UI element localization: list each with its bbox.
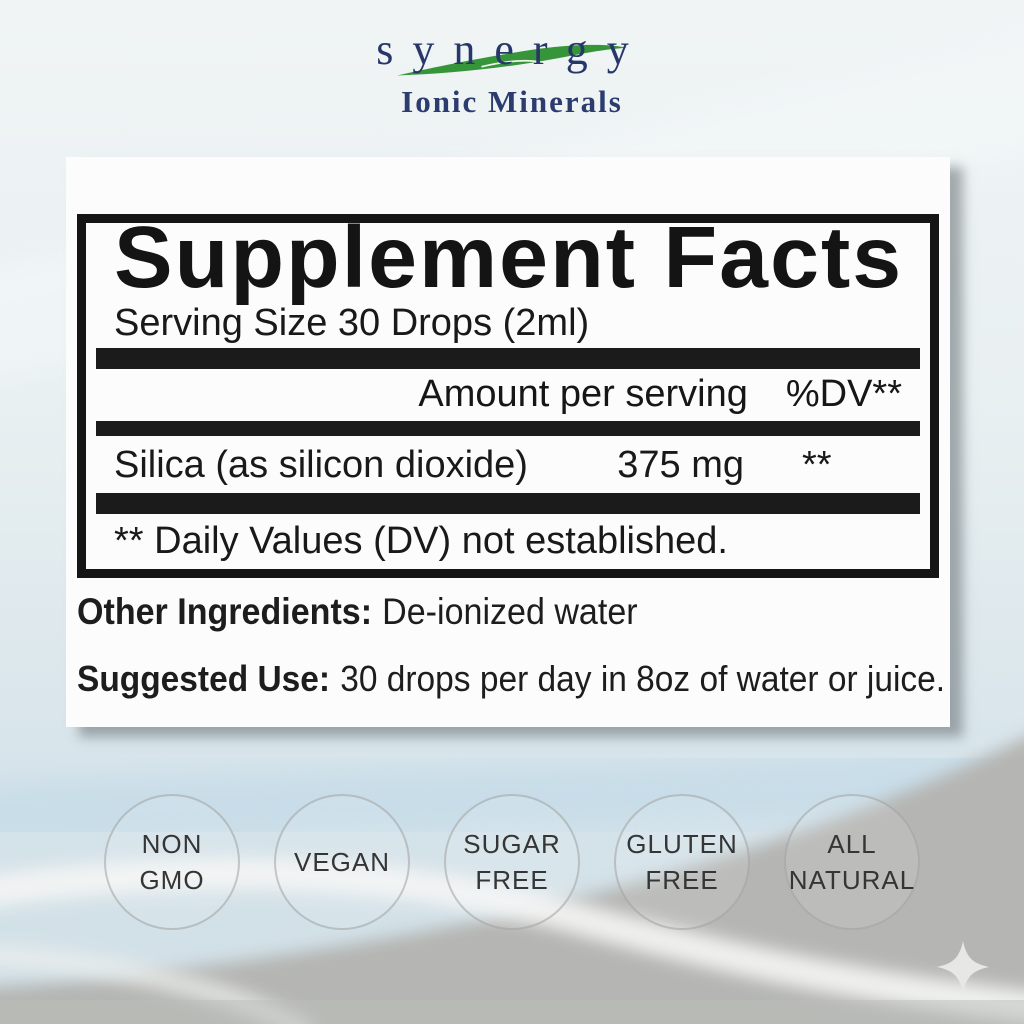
dv-footnote: ** Daily Values (DV) not established. bbox=[114, 520, 728, 562]
facts-title: Supplement Facts bbox=[114, 209, 904, 306]
suggested-use-value: 30 drops per day in 8oz of water or juic… bbox=[340, 658, 946, 699]
badge-sugar-free-label: SUGAR FREE bbox=[463, 829, 561, 895]
brand-tagline: Ionic Minerals bbox=[401, 84, 623, 119]
nutrient-amount: 375 mg bbox=[617, 444, 744, 486]
serving-size: Serving Size 30 Drops (2ml) bbox=[114, 302, 590, 344]
sparkle-icon bbox=[936, 940, 990, 994]
brand-swoosh-icon bbox=[397, 44, 627, 76]
badge-all-natural-label: ALL NATURAL bbox=[788, 829, 916, 895]
other-ingredients-line: Other Ingredients: De-ionized water bbox=[77, 592, 880, 632]
badge-non-gmo-label: NON GMO bbox=[139, 829, 205, 895]
badge-vegan-label: VEGAN bbox=[293, 847, 391, 877]
other-ingredients-label: Other Ingredients: bbox=[77, 591, 373, 632]
nutrient-name: Silica (as silicon dioxide) bbox=[114, 444, 528, 486]
separator-bar-thick bbox=[96, 493, 920, 514]
brand-logo: synergy Ionic Minerals bbox=[0, 20, 1024, 120]
badge-all-natural: ALL NATURAL bbox=[784, 794, 920, 930]
badge-row: NON GMO VEGAN SUGAR FREE GLUTEN FREE ALL… bbox=[0, 794, 1024, 934]
suggested-use-label: Suggested Use: bbox=[77, 658, 331, 699]
badge-gluten-free: GLUTEN FREE bbox=[614, 794, 750, 930]
brand-name: synergy bbox=[376, 25, 648, 74]
column-header-row: Amount per serving %DV** bbox=[114, 374, 902, 414]
badge-vegan: VEGAN bbox=[274, 794, 410, 930]
nutrient-dv: ** bbox=[802, 444, 832, 486]
dv-header: %DV** bbox=[785, 373, 902, 415]
bottom-gray bbox=[0, 1000, 1024, 1024]
separator-bar-thin bbox=[96, 421, 920, 436]
amount-header: Amount per serving bbox=[418, 373, 748, 415]
nutrient-row: Silica (as silicon dioxide) 375 mg ** bbox=[114, 444, 902, 486]
supplement-facts-panel: Supplement Facts Serving Size 30 Drops (… bbox=[77, 214, 939, 578]
separator-bar-thick bbox=[96, 348, 920, 369]
brand-logo-art: synergy bbox=[342, 20, 682, 84]
badge-gluten-free-label: GLUTEN FREE bbox=[626, 829, 738, 895]
other-ingredients-value: De-ionized water bbox=[382, 591, 638, 632]
suggested-use-line: Suggested Use: 30 drops per day in 8oz of… bbox=[77, 658, 945, 699]
badge-non-gmo: NON GMO bbox=[104, 794, 240, 930]
badge-sugar-free: SUGAR FREE bbox=[444, 794, 580, 930]
supplement-facts-card: Supplement Facts Serving Size 30 Drops (… bbox=[66, 157, 950, 727]
